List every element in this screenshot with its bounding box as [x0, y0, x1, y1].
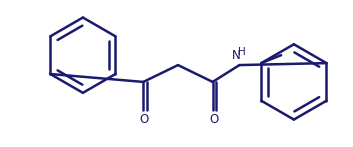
- Text: N: N: [232, 49, 241, 62]
- Text: H: H: [238, 47, 245, 57]
- Text: O: O: [140, 113, 149, 126]
- Text: O: O: [209, 113, 218, 126]
